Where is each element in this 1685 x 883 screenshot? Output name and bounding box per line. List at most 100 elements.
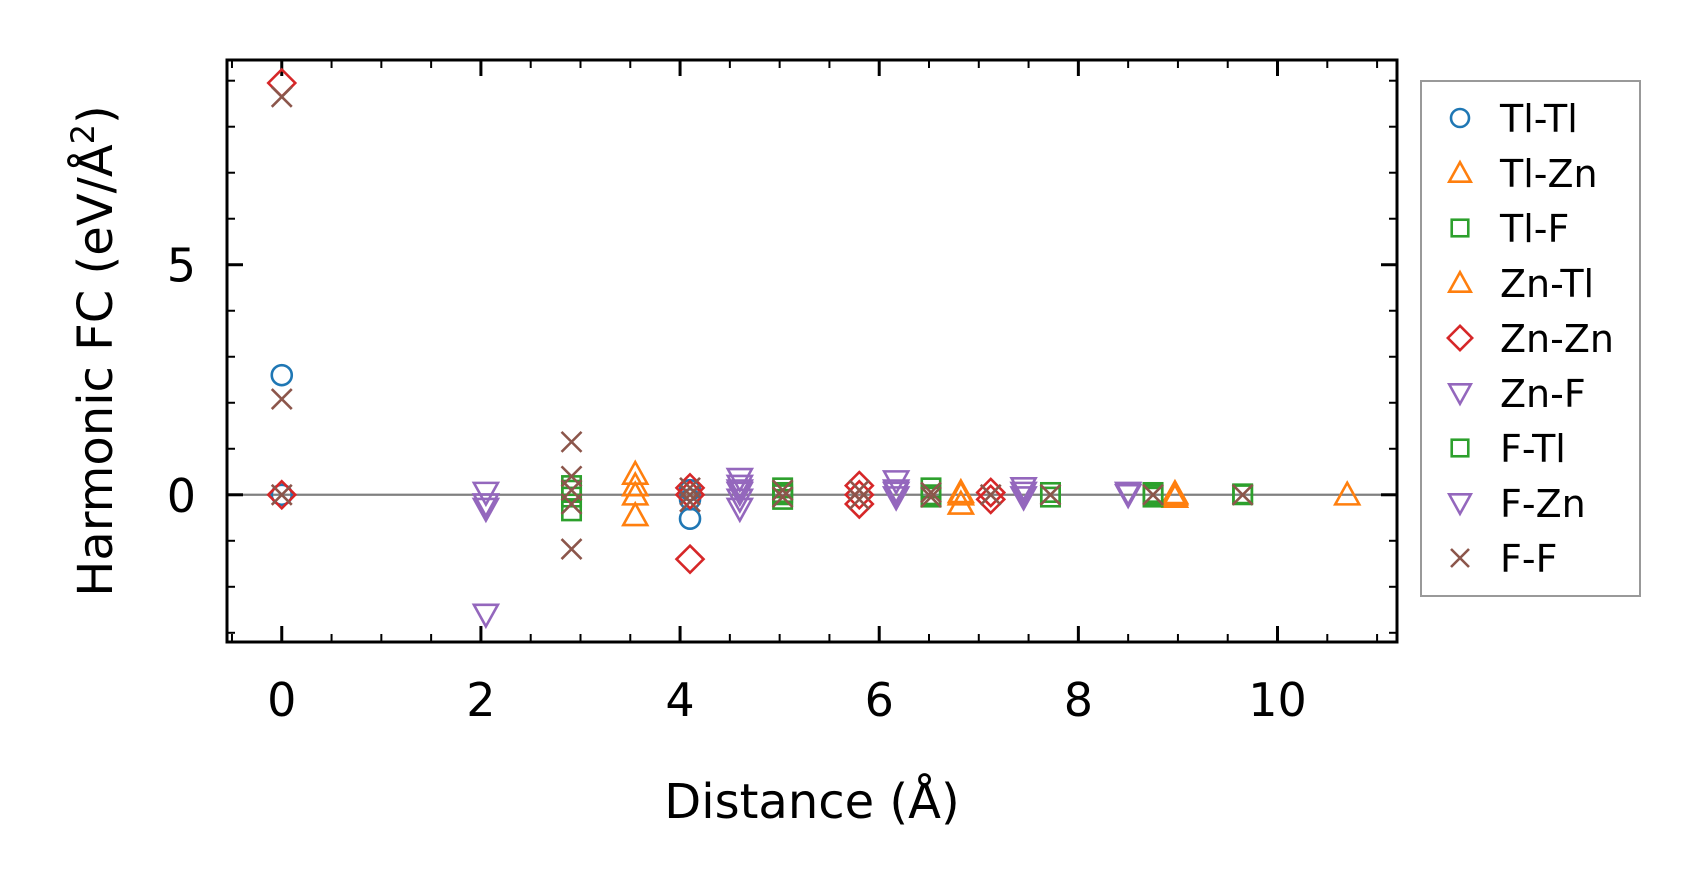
legend-label: Tl-F [1499,207,1569,251]
data-point [1039,483,1062,506]
data-point [771,479,794,502]
data-point [471,497,501,524]
y-axis-label-main: Harmonic FC (eV/Å [67,144,124,597]
legend-entry: F-Zn [1446,482,1586,526]
data-point [1231,483,1254,506]
data-point [848,488,871,511]
legend-label: F-F [1500,537,1557,581]
data-point [266,479,298,511]
data-point [881,479,911,505]
legend-label: Tl-Tl [1499,97,1578,141]
x-tick-label: 2 [466,673,495,727]
data-point [270,483,293,506]
x-tick-label: 6 [865,673,894,727]
data-point [679,490,701,513]
axis-tick-labels: 0 2 4 6 8 10 0 5 [167,239,1307,727]
legend-entry: Zn-Tl [1446,262,1594,306]
legend-label: F-Zn [1500,482,1586,526]
y-axis-label: Harmonic FC (eV/Å2) [64,105,124,597]
data-point [560,493,583,515]
data-point [1009,486,1038,512]
data-point [471,603,501,630]
data-point [946,480,976,506]
data-point [270,483,294,507]
legend-marker [1446,493,1474,517]
data-point [1142,483,1164,506]
data-point [771,486,794,508]
legend-label: Zn-Tl [1500,262,1594,306]
data-point [1113,483,1143,510]
data-point [270,388,293,410]
legend-entry: F-Tl [1450,427,1566,471]
data-point [725,479,755,505]
x-tick-label: 10 [1248,673,1307,727]
data-point [848,479,871,502]
data-point [674,479,706,511]
data-point [679,483,701,506]
legend-entry: F-F [1450,537,1557,581]
legend-marker [1450,218,1470,238]
legend-marker [1449,107,1471,129]
data-point [621,470,650,497]
data-point [1142,484,1164,506]
data-point [920,481,942,504]
legend-label: Zn-Zn [1500,317,1614,361]
y-axis-label-close: ) [68,105,124,124]
data-point [920,484,942,506]
data-point [1160,480,1190,506]
legend-marker [1446,269,1474,293]
plot-area [227,60,1397,642]
legend-entry: Zn-Zn [1446,317,1614,361]
data-point [1232,484,1254,506]
legend-entry: Zn-F [1446,372,1586,416]
legend-entry: Tl-F [1450,207,1569,251]
data-point [1009,481,1038,508]
data-point [979,483,1002,506]
data-point [920,486,942,508]
legend-label: Tl-Zn [1499,152,1598,196]
x-axis-label: Distance (Å) [664,773,959,830]
series-f-zn [471,479,1143,519]
data-point [471,493,501,519]
data-point [975,484,1007,515]
data-point [674,543,706,575]
data-point [1333,480,1362,506]
data-point [772,484,794,506]
data-point [725,474,755,501]
legend-marker [1450,548,1470,568]
y-tick-label: 5 [167,239,196,293]
data-point [270,363,294,387]
legend-label: F-Tl [1500,427,1566,471]
legend: Tl-Tl Tl-Zn Tl-F Zn-Tl Zn-Zn Zn-F F-Tl F-Zn F-F [1420,80,1641,597]
legend-entry: Tl-Tl [1449,97,1578,141]
data-point [975,477,1007,508]
series-f-f [270,85,1254,560]
legend-marker [1446,383,1474,407]
legend-label: Zn-F [1500,372,1586,416]
data-points [266,67,1362,630]
legend-marker [1450,438,1470,458]
y-tick-label: 0 [167,469,196,523]
data-point [270,85,293,108]
data-point [560,430,583,453]
data-point [621,500,650,527]
x-tick-label: 4 [665,673,694,727]
series-zn-tl [621,470,1190,506]
data-point [725,488,755,515]
legend-entry: Tl-Zn [1446,152,1598,196]
series-f-tl [561,479,1254,506]
x-tick-label: 8 [1064,673,1093,727]
x-tick-label: 0 [267,673,296,727]
data-point [560,538,583,560]
data-point [725,497,755,524]
data-point [946,489,976,515]
data-point [1039,486,1061,508]
data-point [881,486,911,512]
y-axis-label-superscript: 2 [64,124,102,144]
legend-marker [1446,159,1474,183]
data-point [561,500,583,522]
legend-marker [1446,324,1474,352]
plot-frame [225,58,1399,644]
data-point [561,479,583,501]
